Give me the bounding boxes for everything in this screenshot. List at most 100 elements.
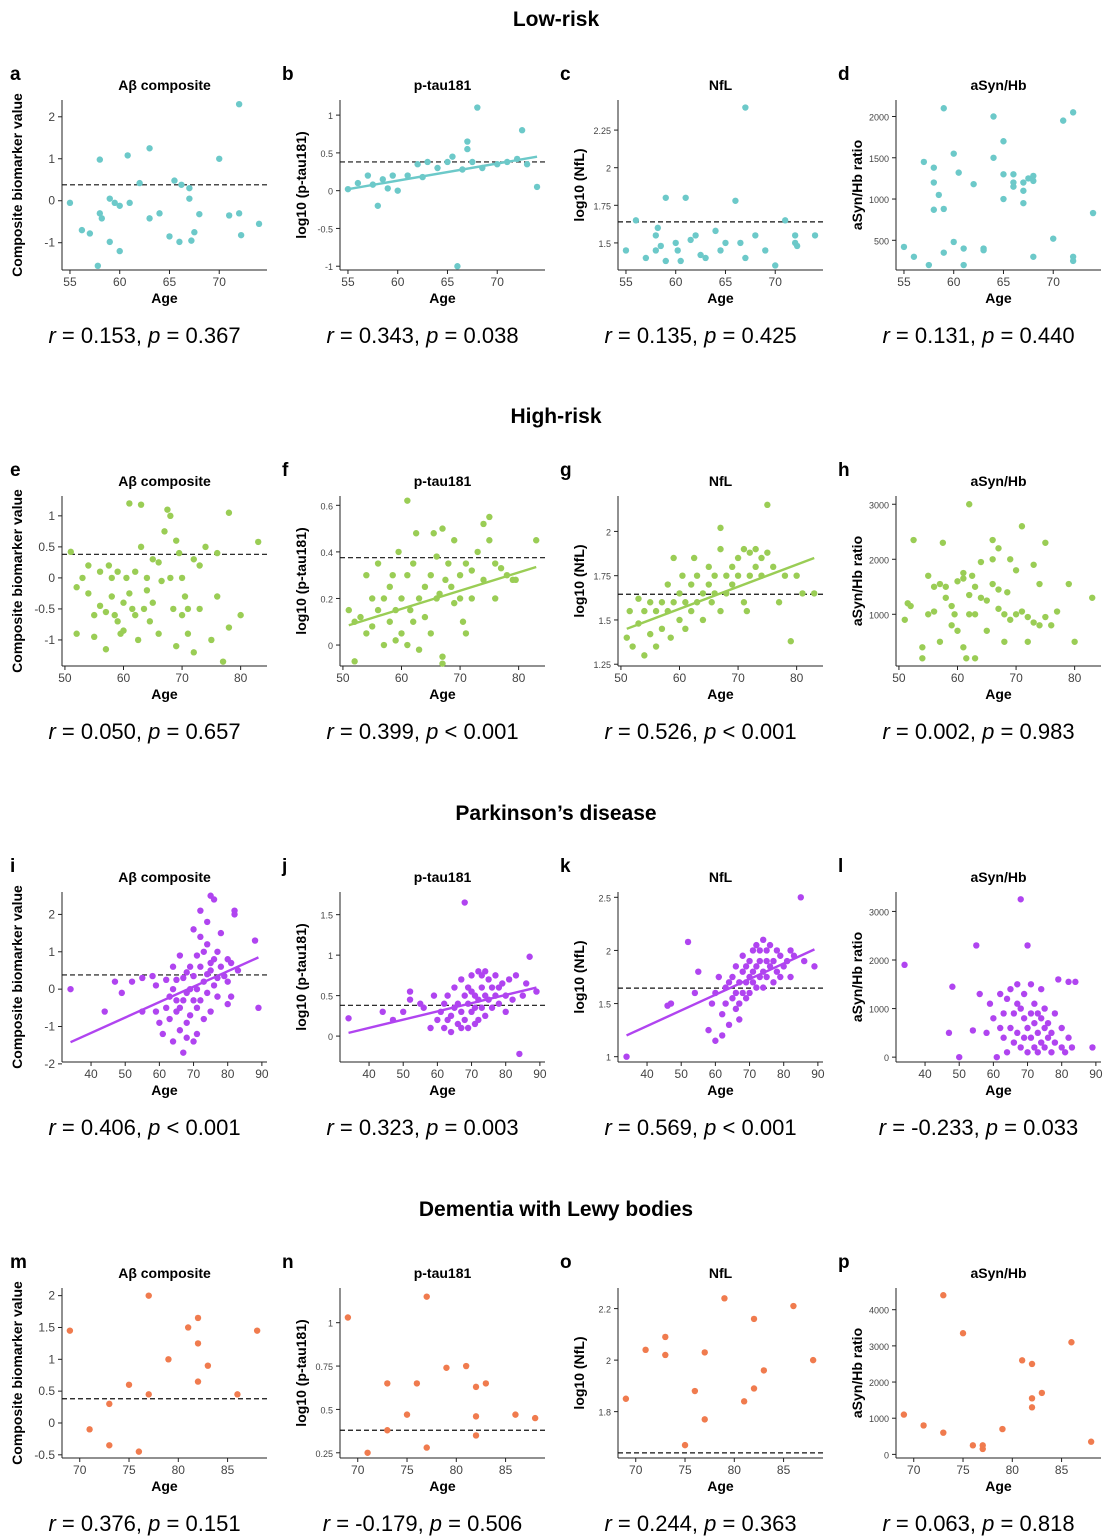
data-point	[144, 575, 150, 581]
x-tick-label: 85	[1055, 1463, 1069, 1477]
data-point	[404, 572, 410, 578]
data-point	[67, 200, 73, 206]
data-point	[513, 972, 519, 978]
x-tick-label: 40	[640, 1067, 654, 1081]
x-axis-title: Age	[707, 290, 734, 306]
data-point	[999, 1426, 1005, 1432]
data-point	[653, 232, 659, 238]
data-point	[685, 939, 691, 945]
data-point	[351, 658, 357, 664]
y-tick-label: 2.5	[598, 893, 611, 903]
data-point	[135, 637, 141, 643]
x-tick-label: 85	[499, 1463, 513, 1477]
group-title: Parkinson’s disease	[455, 802, 656, 825]
data-point	[126, 590, 132, 596]
y-tick-label: -0.5	[317, 224, 333, 234]
y-tick-label: 1.5	[320, 911, 333, 921]
data-point	[184, 1020, 190, 1026]
data-point	[919, 655, 925, 661]
data-point	[1038, 1015, 1044, 1021]
x-tick-label: 70	[175, 671, 189, 685]
data-point	[171, 177, 177, 183]
data-point	[355, 180, 361, 186]
data-point	[486, 537, 492, 543]
stat-part: =	[890, 323, 915, 348]
stat-part: ,	[414, 1115, 426, 1140]
data-point	[184, 969, 190, 975]
stat-value: <	[723, 719, 736, 744]
data-point	[106, 1401, 112, 1407]
x-tick-label: 65	[997, 275, 1011, 289]
data-point	[676, 590, 682, 596]
data-point	[197, 964, 203, 970]
y-tick-label: 0.5	[320, 1405, 333, 1415]
data-point	[190, 997, 196, 1003]
data-point	[735, 555, 741, 561]
stat-part: p	[981, 719, 994, 744]
group-title: High-risk	[510, 405, 601, 428]
data-point	[960, 644, 966, 650]
data-point	[165, 1356, 171, 1362]
x-tick-label: 70	[1047, 275, 1061, 289]
data-point	[920, 1422, 926, 1428]
data-point	[1090, 210, 1096, 216]
data-point	[180, 1049, 186, 1055]
data-point	[463, 1363, 469, 1369]
data-point	[256, 221, 262, 227]
data-point	[1029, 1404, 1035, 1410]
data-point	[726, 1022, 732, 1028]
data-point	[457, 572, 463, 578]
x-tick-label: 60	[153, 1067, 167, 1081]
data-point	[767, 942, 773, 948]
data-point	[363, 630, 369, 636]
data-point	[997, 991, 1003, 997]
data-point	[129, 978, 135, 984]
data-point	[107, 195, 113, 201]
data-point	[694, 572, 700, 578]
data-point	[533, 537, 539, 543]
data-point	[462, 1017, 468, 1023]
data-point	[717, 247, 723, 253]
data-point	[166, 233, 172, 239]
stats-text: r = 0.063, p = 0.818	[882, 1511, 1074, 1536]
data-point	[1089, 1044, 1095, 1050]
data-point	[794, 243, 800, 249]
stat-value: 0.001	[186, 1115, 241, 1140]
data-point	[1021, 1015, 1027, 1021]
y-tick-label: 0.4	[320, 548, 333, 558]
data-point	[940, 1429, 946, 1435]
data-point	[109, 593, 115, 599]
stat-value: =	[445, 323, 458, 348]
stat-part: =	[334, 719, 359, 744]
data-point	[384, 1427, 390, 1433]
data-point	[670, 599, 676, 605]
data-point	[963, 655, 969, 661]
data-point	[733, 990, 739, 996]
data-point	[966, 592, 972, 598]
data-point	[492, 560, 498, 566]
data-point	[195, 1378, 201, 1384]
data-point	[729, 995, 735, 1001]
data-point	[463, 560, 469, 566]
data-point	[523, 980, 529, 986]
x-tick-label: 80	[777, 1067, 791, 1081]
data-point	[919, 644, 925, 650]
data-point	[407, 996, 413, 1002]
data-point	[799, 590, 805, 596]
data-point	[692, 1388, 698, 1394]
stat-value: 0.363	[742, 1511, 797, 1536]
data-point	[747, 549, 753, 555]
data-point	[380, 1009, 386, 1015]
data-point	[729, 581, 735, 587]
data-point	[482, 968, 488, 974]
x-tick-label: 50	[892, 671, 906, 685]
data-point	[150, 556, 156, 562]
data-point	[1048, 1030, 1054, 1036]
data-point	[941, 249, 947, 255]
data-point	[144, 587, 150, 593]
data-point	[970, 181, 976, 187]
data-point	[989, 581, 995, 587]
data-point	[663, 258, 669, 264]
data-point	[954, 578, 960, 584]
